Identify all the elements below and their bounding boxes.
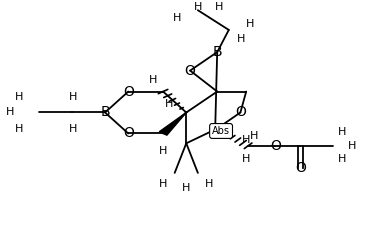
- Text: B: B: [212, 45, 222, 59]
- Text: H: H: [69, 124, 78, 134]
- Text: B: B: [100, 106, 110, 120]
- Text: H: H: [172, 12, 181, 22]
- Text: H: H: [159, 146, 167, 156]
- Text: H: H: [6, 108, 14, 118]
- Text: H: H: [338, 127, 346, 137]
- Text: H: H: [182, 183, 191, 193]
- Text: O: O: [123, 126, 134, 140]
- Text: H: H: [194, 2, 202, 12]
- Text: H: H: [242, 134, 250, 144]
- Text: H: H: [250, 131, 258, 141]
- Text: H: H: [15, 124, 23, 134]
- Text: H: H: [237, 34, 245, 43]
- Text: O: O: [123, 84, 134, 98]
- Polygon shape: [159, 112, 186, 135]
- Text: H: H: [246, 19, 254, 29]
- Text: H: H: [149, 76, 158, 86]
- Text: O: O: [270, 139, 281, 153]
- Text: H: H: [205, 179, 214, 189]
- Text: H: H: [338, 154, 346, 164]
- Text: H: H: [15, 92, 23, 102]
- Text: H: H: [165, 99, 173, 109]
- Text: O: O: [185, 64, 196, 78]
- Text: H: H: [69, 92, 78, 102]
- Text: H: H: [242, 154, 250, 164]
- Text: H: H: [159, 179, 167, 189]
- Text: Abs: Abs: [212, 126, 230, 136]
- Text: H: H: [348, 141, 357, 151]
- Text: O: O: [295, 161, 306, 175]
- Text: H: H: [215, 2, 223, 12]
- Text: O: O: [235, 106, 246, 120]
